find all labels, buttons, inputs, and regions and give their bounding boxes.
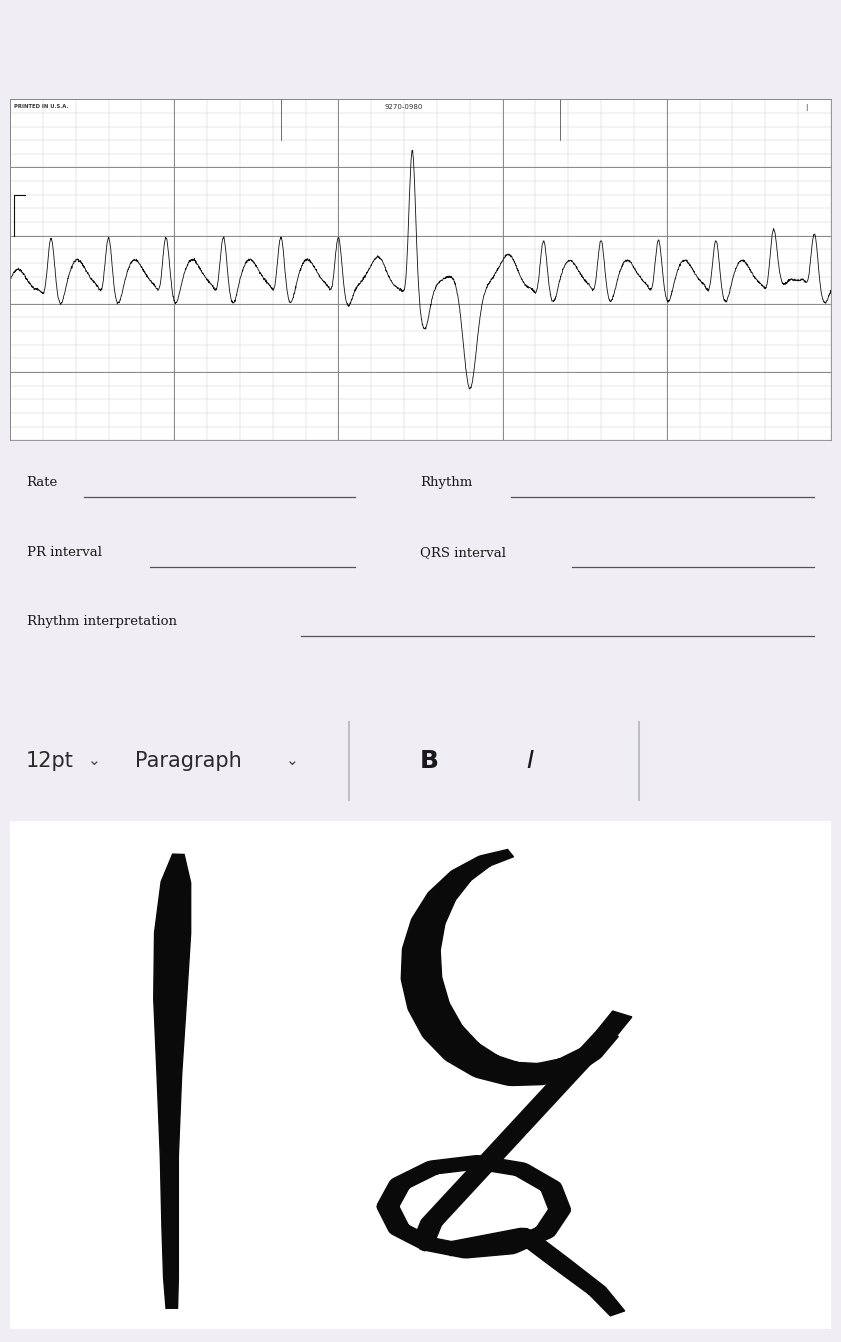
Text: PRINTED IN U.S.A.: PRINTED IN U.S.A.: [14, 105, 69, 110]
Text: Rhythm interpretation: Rhythm interpretation: [27, 616, 177, 628]
Polygon shape: [377, 1155, 570, 1257]
Text: |: |: [805, 105, 807, 111]
FancyBboxPatch shape: [6, 819, 835, 1331]
Polygon shape: [154, 854, 191, 1308]
Polygon shape: [401, 849, 618, 1086]
Polygon shape: [444, 1228, 625, 1315]
Text: ⌄: ⌄: [87, 753, 100, 769]
Text: I: I: [526, 749, 533, 773]
Text: ⌄: ⌄: [286, 753, 299, 769]
Polygon shape: [413, 1011, 632, 1244]
Text: 9270-0980: 9270-0980: [385, 105, 423, 110]
Text: 12pt: 12pt: [25, 752, 73, 770]
Text: PR interval: PR interval: [27, 546, 102, 558]
Text: Rhythm: Rhythm: [420, 476, 473, 490]
Text: QRS interval: QRS interval: [420, 546, 506, 558]
Text: Paragraph: Paragraph: [135, 752, 241, 770]
Text: B: B: [420, 749, 438, 773]
Text: Rate: Rate: [27, 476, 58, 490]
